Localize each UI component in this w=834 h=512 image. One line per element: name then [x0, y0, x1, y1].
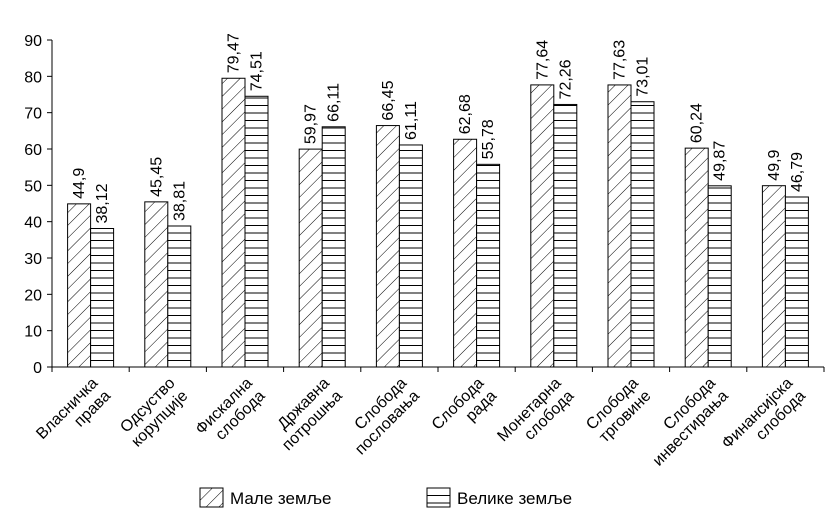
data-label: 38,12 — [94, 183, 111, 223]
axes: 0 10 20 30 40 50 60 70 80 90 — [24, 33, 825, 377]
data-label: 49,9 — [766, 149, 783, 180]
y-tick-label: 10 — [24, 324, 42, 341]
bar-small-4 — [375, 125, 400, 368]
y-tick-label: 0 — [33, 360, 42, 377]
y-tick-label: 60 — [24, 142, 42, 159]
y-tick-label: 40 — [24, 215, 42, 232]
legend-label: Велике земље — [457, 489, 572, 508]
bar-small-3 — [298, 148, 323, 368]
data-label: 44,9 — [71, 168, 88, 199]
bar-small-5 — [453, 138, 478, 368]
data-label: 60,24 — [689, 103, 706, 143]
legend-swatch — [426, 487, 451, 508]
data-label: 77,63 — [612, 40, 629, 80]
data-label: 66,45 — [380, 80, 397, 120]
y-tick-label: 50 — [24, 178, 42, 195]
data-labels: 44,9 38,12 45,45 38,81 79,47 74,51 59,97 66,11 6… — [71, 33, 806, 223]
y-tick-label: 30 — [24, 251, 42, 268]
data-label: 73,01 — [635, 57, 652, 97]
data-label: 38,81 — [171, 181, 188, 221]
bar-large-4 — [398, 144, 423, 368]
data-label: 77,64 — [534, 40, 551, 80]
data-label: 79,47 — [226, 33, 243, 73]
bar-large-0 — [90, 227, 115, 368]
data-label: 62,68 — [457, 94, 474, 134]
bar-large-5 — [476, 163, 501, 368]
bar-large-2 — [244, 95, 269, 368]
bar-large-8 — [707, 185, 732, 368]
legend-label: Мале земље — [230, 489, 332, 508]
bar-small-9 — [761, 185, 786, 368]
data-label: 61,11 — [403, 101, 420, 140]
data-label: 72,26 — [557, 59, 574, 99]
bar-large-6 — [553, 103, 578, 368]
bar-large-1 — [167, 225, 192, 368]
bar-small-8 — [684, 147, 709, 368]
bar-large-9 — [784, 196, 809, 368]
bar-small-0 — [67, 203, 92, 368]
bar-large-3 — [321, 126, 346, 368]
data-label: 59,97 — [303, 104, 320, 144]
bar-small-6 — [530, 84, 555, 368]
y-tick-label: 90 — [24, 33, 42, 50]
data-label: 74,51 — [249, 51, 266, 91]
legend: Мале земље Велике земље — [199, 487, 572, 508]
bar-small-2 — [221, 77, 246, 368]
bar-small-7 — [607, 84, 632, 368]
legend-swatch — [199, 487, 224, 508]
data-label: 66,11 — [326, 83, 343, 122]
data-label: 46,79 — [789, 152, 806, 192]
y-tick-label: 20 — [24, 287, 42, 304]
y-tick-label: 70 — [24, 106, 42, 123]
data-label: 55,78 — [480, 119, 497, 159]
bar-small-1 — [144, 201, 169, 368]
bars — [67, 77, 809, 368]
y-tick-label: 80 — [24, 69, 42, 86]
data-label: 45,45 — [148, 157, 165, 197]
bar-large-7 — [630, 101, 655, 368]
data-label: 49,87 — [712, 141, 729, 181]
